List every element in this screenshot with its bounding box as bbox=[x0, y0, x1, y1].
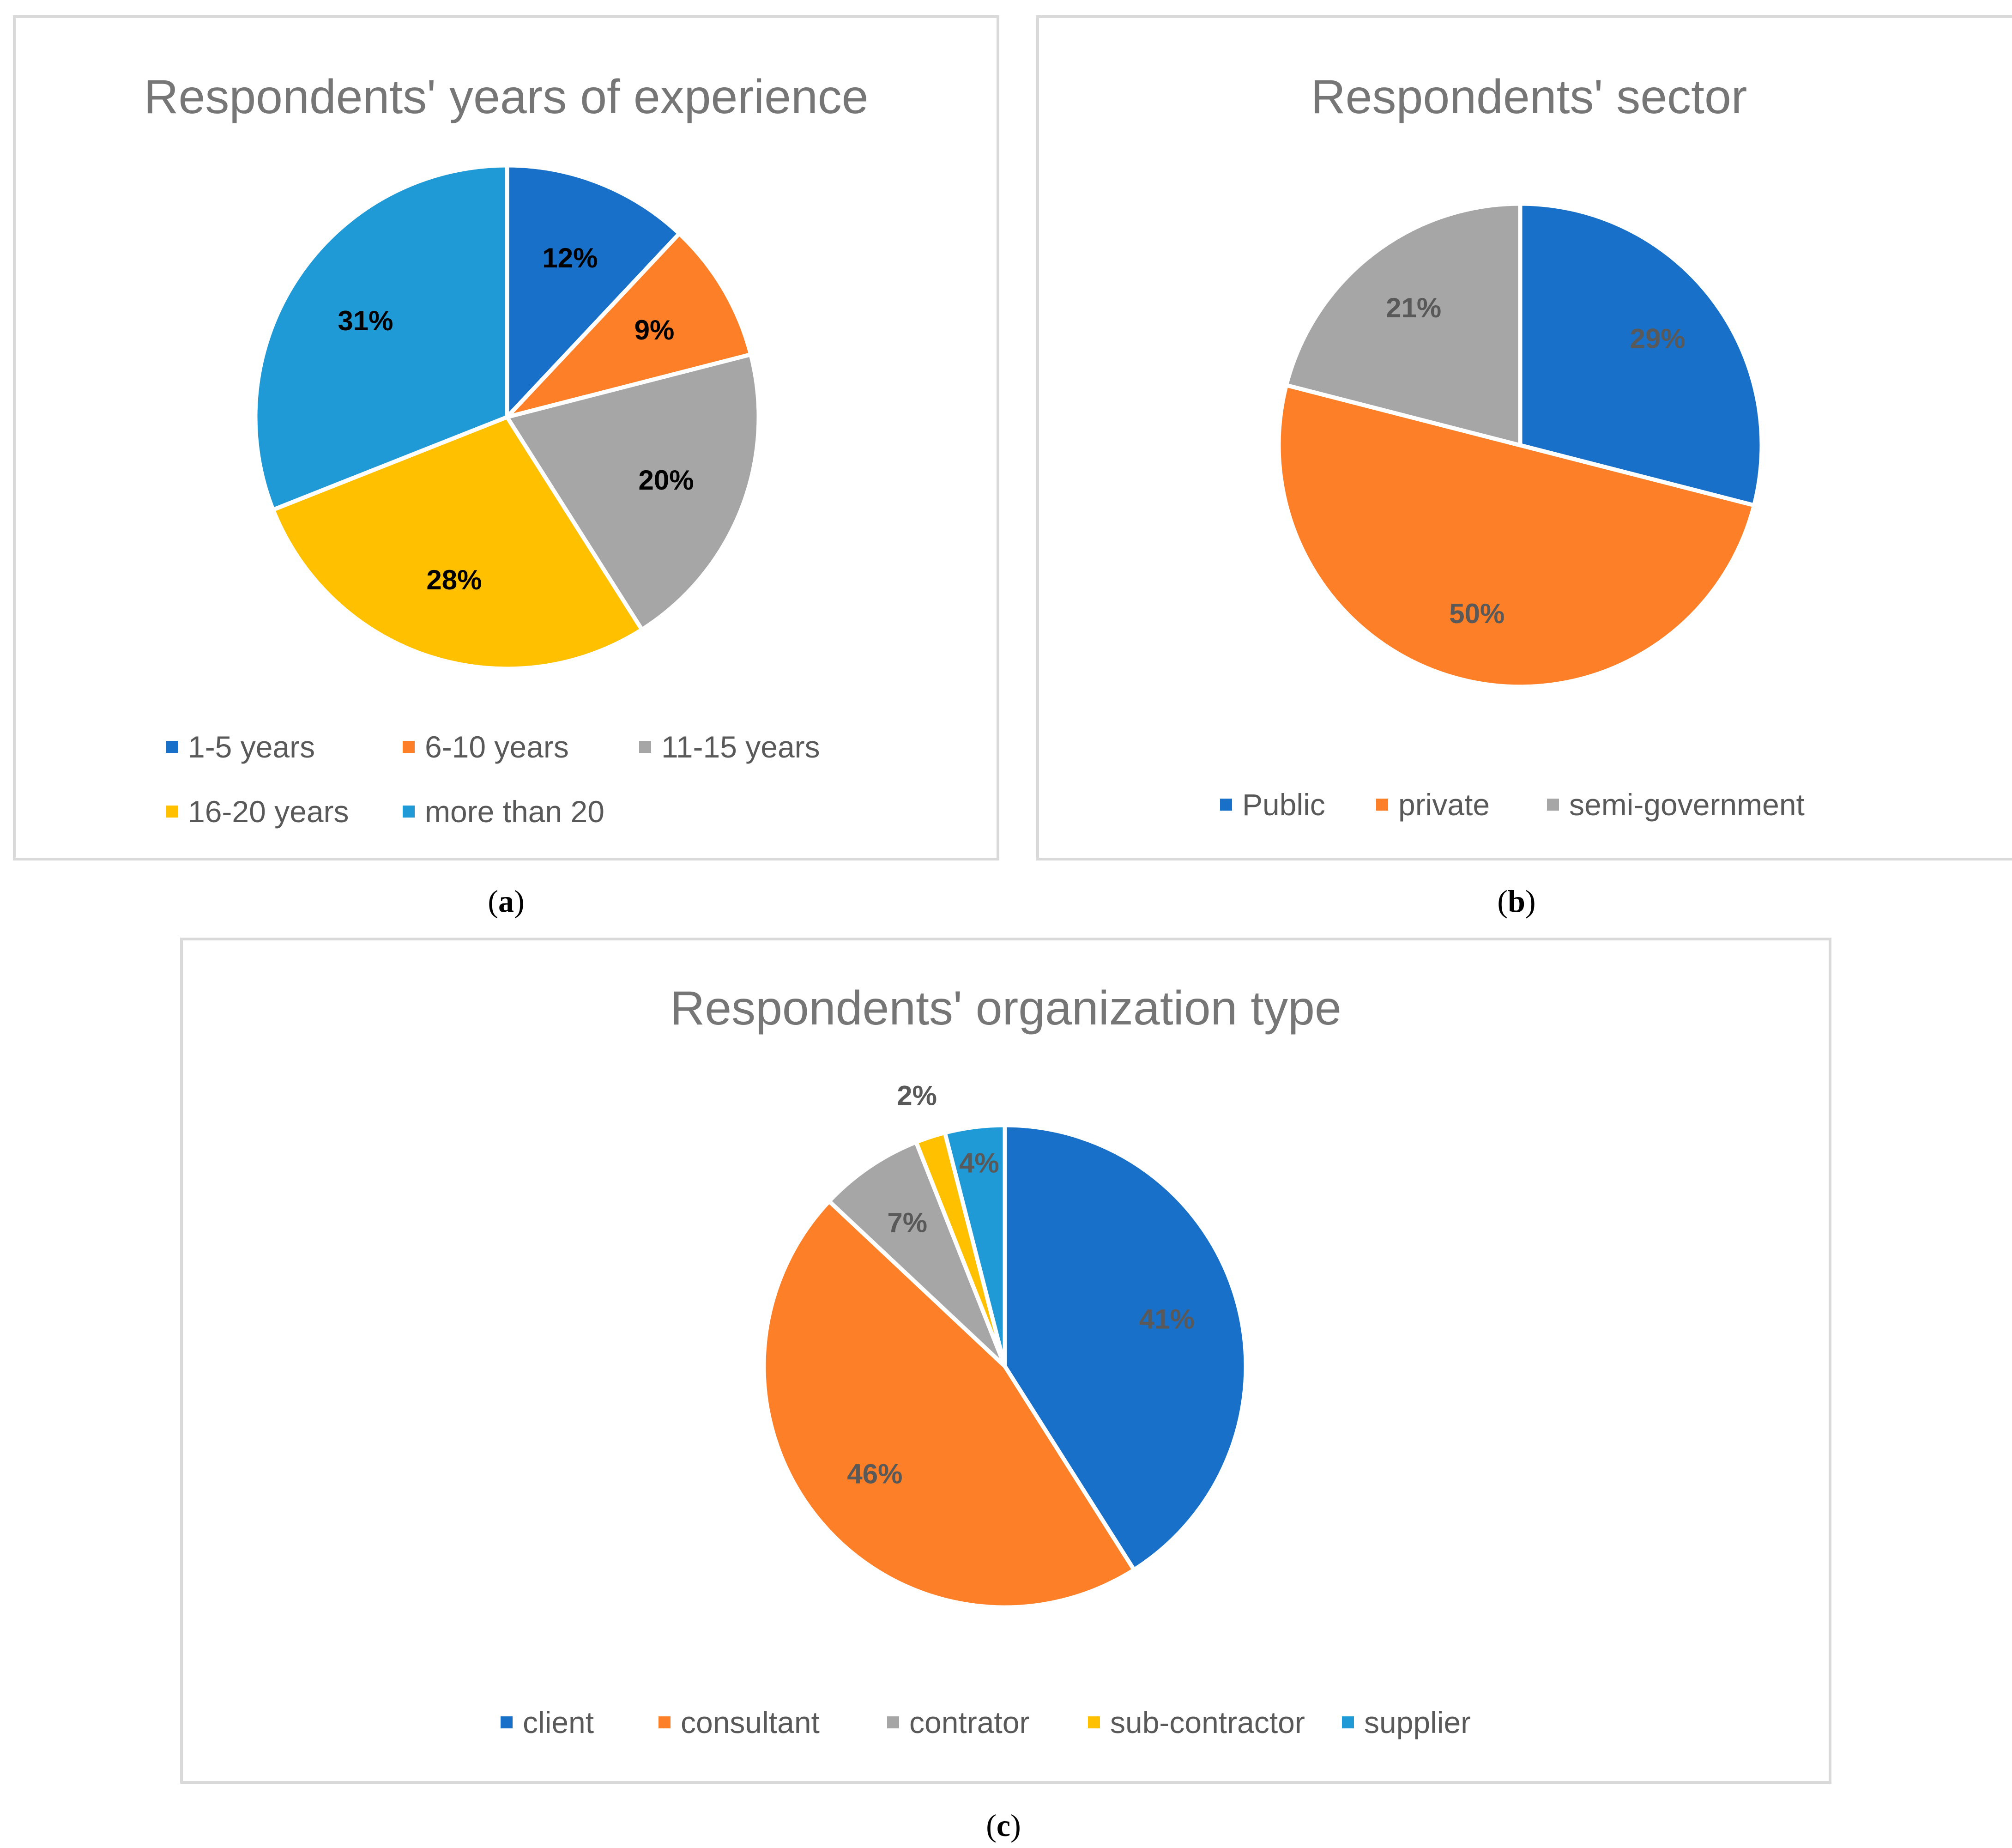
pie-slice-private bbox=[1276, 383, 1757, 689]
pie-slice-11-15-years bbox=[505, 352, 761, 632]
caption-c: (c) bbox=[986, 1808, 1021, 1843]
pie-slice-supplier bbox=[943, 1123, 1007, 1369]
pie-chart-organization: 41% 46% 7% 2% 4% bbox=[761, 1080, 1248, 1610]
legend-item: client bbox=[501, 1705, 594, 1740]
pie-slice-16-20-years bbox=[271, 415, 644, 671]
legend-swatch bbox=[403, 740, 415, 753]
pie-slice-more-than-20 bbox=[253, 163, 509, 512]
legend-swatch bbox=[1088, 1716, 1100, 1728]
pie-slice-contrator bbox=[827, 1140, 1007, 1369]
pie-slice-consultant bbox=[761, 1199, 1136, 1610]
chart-title: Respondents' years of experience bbox=[144, 70, 869, 124]
data-label: 21% bbox=[1386, 292, 1441, 323]
legend-label: semi-government bbox=[1569, 788, 1805, 822]
chart-panel-organization: Respondents' organization type 41% 46% 7% 2… bbox=[180, 938, 1831, 1784]
chart-title: Respondents' sector bbox=[1311, 70, 1747, 124]
legend-label: supplier bbox=[1364, 1705, 1471, 1739]
legend-item: consultant bbox=[659, 1705, 820, 1740]
legend-item: 1-5 years bbox=[166, 729, 315, 764]
data-label: 4% bbox=[959, 1147, 999, 1178]
data-label: 31% bbox=[338, 305, 393, 336]
data-label: 20% bbox=[639, 465, 694, 496]
legend-item: contrator bbox=[887, 1705, 1029, 1740]
pie-slice-1-5-years bbox=[505, 163, 682, 419]
legend-label: client bbox=[523, 1705, 594, 1739]
caption-b: (b) bbox=[1497, 884, 1536, 919]
chart-panel-sector: Respondents' sector 29% 50% 21% Public pri… bbox=[1036, 15, 2012, 860]
legend-swatch bbox=[1376, 798, 1388, 811]
legend-label: 6-10 years bbox=[425, 730, 569, 764]
data-label: 2% bbox=[897, 1080, 937, 1111]
chart-title: Respondents' organization type bbox=[670, 982, 1341, 1035]
legend-label: 11-15 years bbox=[661, 730, 820, 764]
legend-swatch bbox=[639, 740, 651, 753]
data-label: 12% bbox=[542, 242, 598, 273]
data-label: 28% bbox=[426, 564, 482, 595]
data-label: 29% bbox=[1630, 323, 1685, 354]
data-label: 46% bbox=[847, 1458, 902, 1489]
caption-a: (a) bbox=[488, 884, 525, 919]
legend-item: more than 20 bbox=[403, 794, 604, 829]
pie-slice-6-10-years bbox=[505, 231, 753, 419]
legend-label: 16-20 years bbox=[188, 794, 349, 829]
legend-swatch bbox=[887, 1716, 899, 1728]
legend-label: private bbox=[1398, 788, 1490, 822]
legend-item: 6-10 years bbox=[403, 729, 569, 764]
pie-slice-public bbox=[1518, 201, 1764, 508]
pie-chart-sector: 29% 50% 21% bbox=[1276, 201, 1764, 689]
legend-label: more than 20 bbox=[425, 794, 604, 829]
legend-swatch bbox=[1220, 798, 1232, 811]
pie-chart-experience: 12% 9% 20% 28% 31% bbox=[253, 163, 761, 671]
legend-label: sub-contractor bbox=[1110, 1705, 1305, 1739]
data-label: 41% bbox=[1139, 1304, 1195, 1335]
data-label: 9% bbox=[634, 315, 675, 345]
legend-swatch bbox=[659, 1716, 671, 1728]
legend-label: contrator bbox=[909, 1705, 1030, 1739]
legend-label: consultant bbox=[681, 1705, 820, 1739]
legend-swatch bbox=[1342, 1716, 1354, 1728]
legend-item: 16-20 years bbox=[166, 794, 349, 829]
data-label: 50% bbox=[1449, 598, 1504, 629]
legend-item: Public bbox=[1220, 787, 1325, 822]
legend-swatch bbox=[501, 1716, 513, 1728]
legend-swatch bbox=[403, 805, 415, 818]
legend-label: Public bbox=[1242, 788, 1325, 822]
pie-slice-semi-government bbox=[1284, 201, 1523, 448]
legend-item: semi-government bbox=[1547, 787, 1805, 822]
legend-swatch bbox=[166, 805, 178, 818]
legend-label: 1-5 years bbox=[188, 730, 315, 764]
legend-swatch bbox=[1547, 798, 1559, 811]
chart-panel-experience: Respondents' years of experience 12% 9% 20… bbox=[13, 15, 999, 860]
legend-item: private bbox=[1376, 787, 1490, 822]
legend-item: 11-15 years bbox=[639, 729, 820, 764]
legend-swatch bbox=[166, 740, 178, 753]
legend-item: supplier bbox=[1342, 1705, 1471, 1740]
data-label: 7% bbox=[887, 1207, 927, 1238]
legend-item: sub-contractor bbox=[1088, 1705, 1305, 1740]
